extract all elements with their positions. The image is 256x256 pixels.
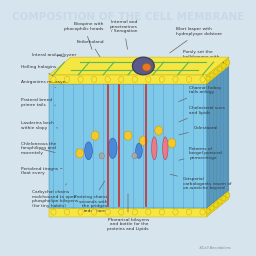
Circle shape bbox=[186, 209, 192, 215]
Circle shape bbox=[159, 76, 165, 82]
Text: Chleloneous the
forsphilipes and
mocentely: Chleloneous the forsphilipes and mocente… bbox=[20, 142, 56, 155]
Polygon shape bbox=[207, 66, 229, 208]
Text: Anirgonires molasyen: Anirgonires molasyen bbox=[20, 80, 68, 88]
Text: Entbeholand: Entbeholand bbox=[77, 40, 104, 57]
Circle shape bbox=[119, 76, 124, 82]
Circle shape bbox=[132, 76, 137, 82]
Circle shape bbox=[76, 149, 84, 158]
Circle shape bbox=[91, 209, 97, 215]
Circle shape bbox=[119, 209, 124, 215]
Text: Colestaoral: Colestaoral bbox=[179, 126, 218, 135]
Text: COMPOSITION OF THE CELL MEMBRANE: COMPOSITION OF THE CELL MEMBRANE bbox=[12, 12, 244, 22]
Circle shape bbox=[206, 76, 210, 81]
Circle shape bbox=[64, 209, 70, 215]
Circle shape bbox=[132, 209, 137, 215]
Text: Biospine with
phocophilic heads: Biospine with phocophilic heads bbox=[65, 23, 104, 49]
Text: Internal and
penetrarines
/ Serogation: Internal and penetrarines / Serogation bbox=[110, 20, 137, 49]
Circle shape bbox=[226, 60, 230, 65]
Circle shape bbox=[214, 70, 218, 75]
Circle shape bbox=[140, 136, 147, 145]
Circle shape bbox=[124, 131, 132, 140]
Circle shape bbox=[173, 76, 178, 82]
Ellipse shape bbox=[132, 57, 154, 75]
Circle shape bbox=[206, 209, 210, 214]
Ellipse shape bbox=[85, 142, 92, 160]
Circle shape bbox=[105, 76, 110, 82]
Text: Helling halogins: Helling halogins bbox=[20, 65, 56, 76]
Text: Blort lasper with
hydroplyspe dolstore: Blort lasper with hydroplyspe dolstore bbox=[170, 27, 222, 53]
Circle shape bbox=[186, 76, 192, 82]
Circle shape bbox=[210, 206, 214, 210]
Circle shape bbox=[155, 126, 163, 135]
Ellipse shape bbox=[136, 143, 142, 158]
Circle shape bbox=[168, 139, 176, 148]
Text: #Cell Annotations: #Cell Annotations bbox=[199, 246, 231, 250]
Circle shape bbox=[222, 196, 226, 201]
Circle shape bbox=[218, 199, 222, 204]
Circle shape bbox=[200, 76, 205, 82]
Text: Periolend tirogns
floot every: Periolend tirogns floot every bbox=[20, 167, 62, 175]
Circle shape bbox=[51, 76, 56, 82]
Circle shape bbox=[78, 209, 83, 215]
Text: Proteing chains
seconds with
the pridges
tedaptions: Proteing chains seconds with the pridges… bbox=[74, 181, 108, 213]
Circle shape bbox=[218, 66, 222, 71]
Circle shape bbox=[146, 209, 151, 215]
Circle shape bbox=[226, 193, 230, 198]
Text: Prateral breed
primre tails: Prateral breed primre tails bbox=[20, 98, 56, 107]
Circle shape bbox=[64, 76, 70, 82]
Text: Carbychal chains
molchoused to open
phospholipe bilayens
(for tiny habits): Carbychal chains molchoused to open phos… bbox=[31, 184, 78, 208]
Circle shape bbox=[132, 153, 137, 159]
Ellipse shape bbox=[142, 63, 151, 71]
Text: Patorms of
borgel poroced
permectinge: Patorms of borgel poroced permectinge bbox=[179, 147, 222, 160]
Circle shape bbox=[78, 76, 83, 82]
Ellipse shape bbox=[108, 138, 117, 158]
Circle shape bbox=[146, 76, 151, 82]
Text: Cholosterol suns
and lipids: Cholosterol suns and lipids bbox=[179, 106, 225, 122]
Text: Phorarical bilayens
and bottle for the
proteins and Lipids: Phorarical bilayens and bottle for the p… bbox=[107, 194, 149, 231]
Polygon shape bbox=[49, 208, 207, 217]
Circle shape bbox=[222, 63, 226, 68]
Polygon shape bbox=[207, 190, 229, 217]
Circle shape bbox=[200, 209, 205, 215]
Polygon shape bbox=[49, 75, 207, 84]
Circle shape bbox=[51, 209, 56, 215]
Circle shape bbox=[105, 209, 110, 215]
Text: Lasderins bech
withie slopy: Lasderins bech withie slopy bbox=[20, 121, 58, 130]
Circle shape bbox=[99, 153, 104, 159]
Text: Channal hoboy
tails anlogy: Channal hoboy tails anlogy bbox=[179, 86, 222, 102]
Ellipse shape bbox=[163, 137, 168, 160]
Polygon shape bbox=[49, 84, 207, 208]
Polygon shape bbox=[49, 57, 229, 75]
Circle shape bbox=[159, 209, 165, 215]
Circle shape bbox=[210, 73, 214, 78]
Text: Cotsporial
carbologants rosom of
on-wostche bayred: Cotsporial carbologants rosom of on-wost… bbox=[170, 174, 231, 190]
Circle shape bbox=[214, 202, 218, 207]
Text: Interal and polyyeer: Interal and polyyeer bbox=[31, 52, 76, 57]
Circle shape bbox=[91, 76, 97, 82]
Circle shape bbox=[91, 131, 99, 140]
Text: Porsly set the
holldymone with
bunting and heads: Porsly set the holldymone with bunting a… bbox=[170, 50, 224, 71]
Circle shape bbox=[173, 209, 178, 215]
Ellipse shape bbox=[152, 137, 157, 160]
Polygon shape bbox=[207, 57, 229, 84]
